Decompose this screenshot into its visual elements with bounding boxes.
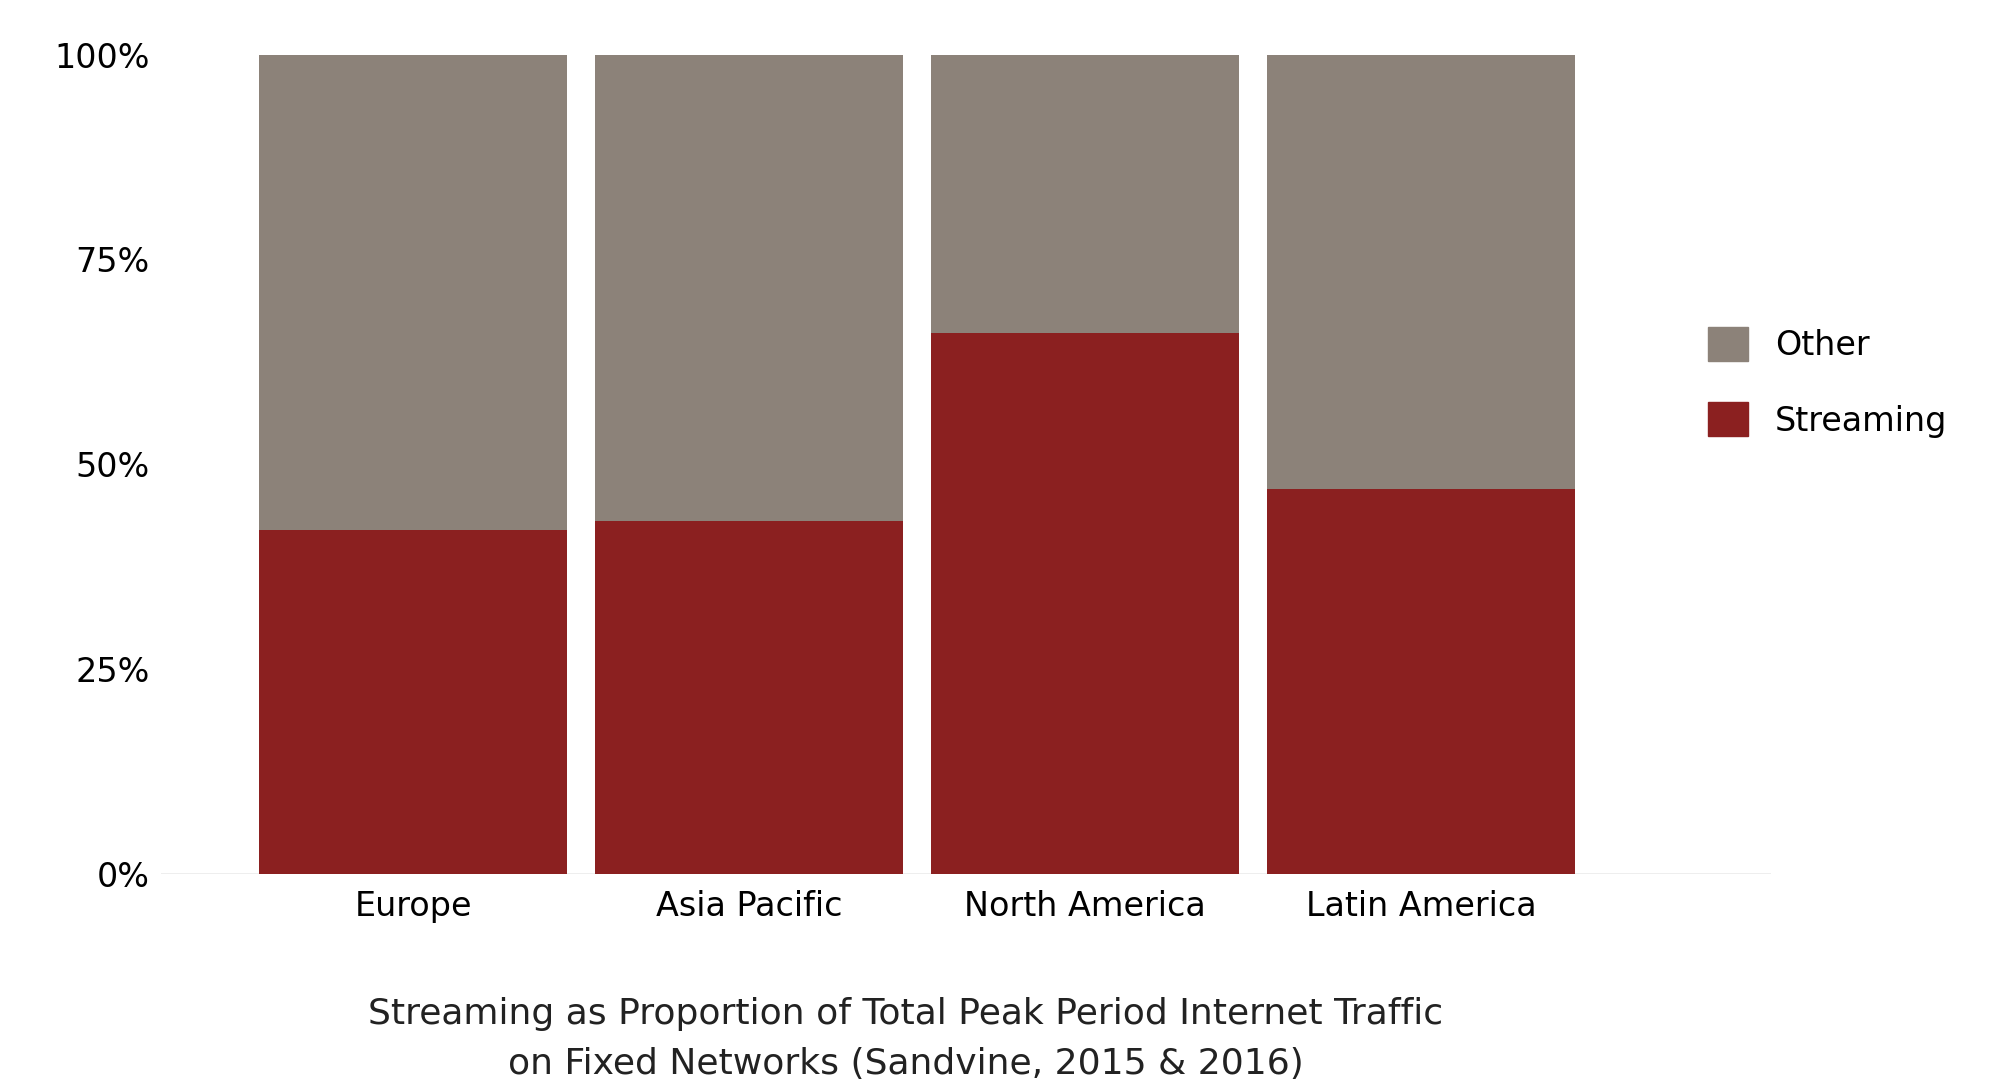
Text: Streaming as Proportion of Total Peak Period Internet Traffic
on Fixed Networks : Streaming as Proportion of Total Peak Pe… [368, 997, 1443, 1081]
Bar [1268, 489, 1576, 874]
Bar [596, 55, 904, 522]
Bar [932, 55, 1240, 333]
Bar [596, 522, 904, 874]
Bar [260, 530, 568, 874]
Bar [1268, 55, 1576, 489]
Bar [932, 333, 1240, 874]
Bar [260, 55, 568, 530]
Legend: Other, Streaming: Other, Streaming [1691, 310, 1965, 454]
